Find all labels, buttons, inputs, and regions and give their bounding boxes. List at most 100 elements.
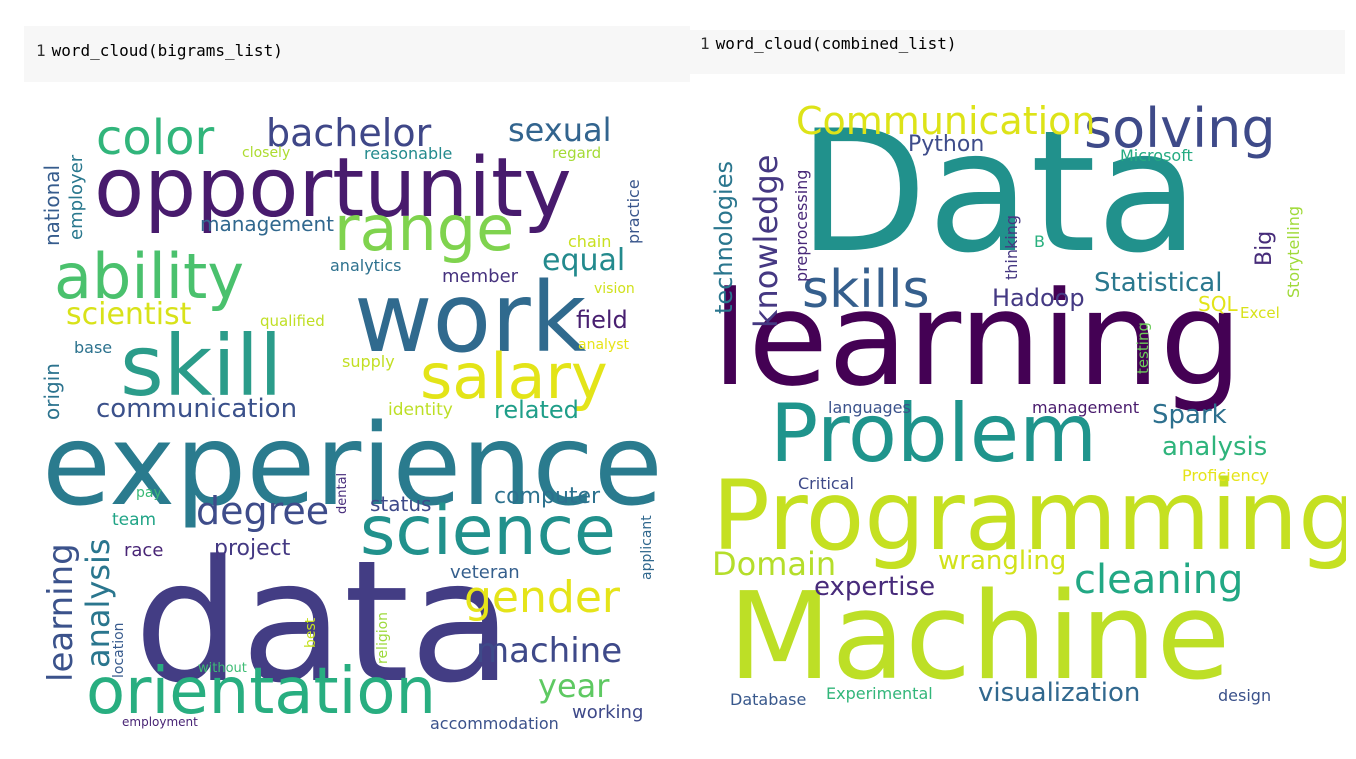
- word: design: [1218, 686, 1272, 705]
- word: Python: [908, 132, 985, 157]
- word: regard: [552, 144, 602, 162]
- word: solving: [1084, 97, 1276, 160]
- word: computer: [494, 484, 601, 509]
- word: B: [1034, 232, 1045, 251]
- word: data: [134, 524, 513, 720]
- word: veteran: [450, 562, 520, 583]
- word: sexual: [508, 111, 612, 149]
- word: practice: [624, 179, 643, 244]
- word: vision: [594, 281, 635, 297]
- word: project: [214, 536, 291, 561]
- word: scientist: [66, 297, 192, 332]
- word: Excel: [1240, 304, 1280, 322]
- word: management: [200, 212, 334, 236]
- word: skill: [120, 317, 283, 415]
- word: ability: [54, 240, 245, 313]
- word: learning: [712, 263, 1243, 415]
- word: gender: [464, 572, 620, 623]
- word: machine: [476, 631, 623, 671]
- word: cleaning: [1074, 557, 1244, 603]
- word: employment: [122, 715, 198, 729]
- word-cloud-bigrams: data experience opportunity work skill o…: [24, 90, 674, 740]
- code-cell-1[interactable]: 1 word_cloud(bigrams_list): [24, 26, 690, 82]
- word: Communication: [796, 99, 1096, 143]
- word: work: [354, 262, 587, 374]
- word: knowledge: [747, 154, 785, 328]
- word: member: [442, 266, 519, 287]
- word: color: [96, 110, 215, 166]
- word: field: [576, 306, 628, 334]
- word: Domain: [712, 545, 837, 583]
- word: skills: [802, 260, 930, 320]
- word: Data: [798, 94, 1200, 290]
- word: accommodation: [430, 714, 559, 733]
- word: Proficiency: [1182, 466, 1269, 485]
- word: reasonable: [364, 144, 453, 163]
- word: technologies: [710, 161, 738, 314]
- word: location: [111, 622, 127, 678]
- word: preprocessing: [792, 169, 811, 282]
- word: supply: [342, 352, 395, 371]
- word: Experimental: [826, 684, 933, 703]
- word: Programming: [712, 460, 1346, 572]
- line-number: 1: [36, 41, 46, 60]
- word: related: [494, 396, 579, 424]
- word: race: [124, 540, 164, 561]
- word: base: [74, 338, 113, 357]
- word: Hadoop: [992, 284, 1085, 312]
- word: religion: [375, 611, 391, 664]
- word: Machine: [728, 568, 1231, 707]
- word: Problem: [770, 387, 1098, 480]
- word: applicant: [639, 515, 655, 580]
- word: testing: [1134, 321, 1152, 374]
- word: communication: [96, 394, 298, 424]
- word: degree: [196, 489, 330, 533]
- word: Critical: [798, 474, 854, 493]
- word: wrangling: [938, 546, 1067, 576]
- word: bachelor: [266, 111, 432, 155]
- word: learning: [41, 543, 81, 682]
- word: analyst: [578, 337, 629, 353]
- word: salary: [420, 340, 608, 413]
- word: Microsoft: [1120, 146, 1193, 165]
- word: year: [538, 667, 610, 705]
- word: team: [112, 510, 157, 530]
- code-text: word_cloud(combined_list): [715, 34, 957, 53]
- word: working: [572, 702, 644, 723]
- word: national: [40, 164, 64, 246]
- word-cloud-combined: Data learning Machine Programming Proble…: [702, 84, 1346, 734]
- word: Database: [730, 690, 807, 709]
- word: Statistical: [1094, 268, 1223, 298]
- word: employer: [66, 154, 87, 240]
- word: thinking: [1002, 214, 1021, 280]
- word: Storytelling: [1284, 205, 1303, 298]
- word: dental: [335, 472, 350, 514]
- word: origin: [40, 363, 64, 420]
- word: analysis: [1162, 432, 1268, 462]
- word: analytics: [330, 256, 402, 275]
- line-number: 1: [700, 34, 710, 53]
- code-cell-2[interactable]: 1 word_cloud(combined_list): [690, 30, 1345, 74]
- code-text: word_cloud(bigrams_list): [51, 41, 283, 60]
- word: pay: [136, 485, 162, 501]
- word: management: [1032, 398, 1140, 417]
- word: equal: [542, 243, 626, 278]
- word: qualified: [260, 312, 325, 330]
- word: Spark: [1152, 400, 1227, 430]
- word: identity: [388, 400, 453, 420]
- word: languages: [828, 398, 911, 417]
- word: closely: [242, 145, 291, 161]
- word: chain: [568, 232, 612, 251]
- word: visualization: [978, 678, 1141, 708]
- word: experience: [42, 401, 663, 531]
- word: best: [303, 617, 319, 648]
- word: range: [334, 192, 515, 265]
- word: opportunity: [94, 141, 572, 236]
- word: expertise: [814, 572, 936, 602]
- word: analysis: [79, 538, 117, 668]
- word: without: [198, 661, 247, 676]
- word: status: [370, 492, 432, 516]
- word: science: [360, 492, 616, 571]
- word: Big: [1252, 230, 1277, 266]
- word: SQL: [1198, 292, 1238, 316]
